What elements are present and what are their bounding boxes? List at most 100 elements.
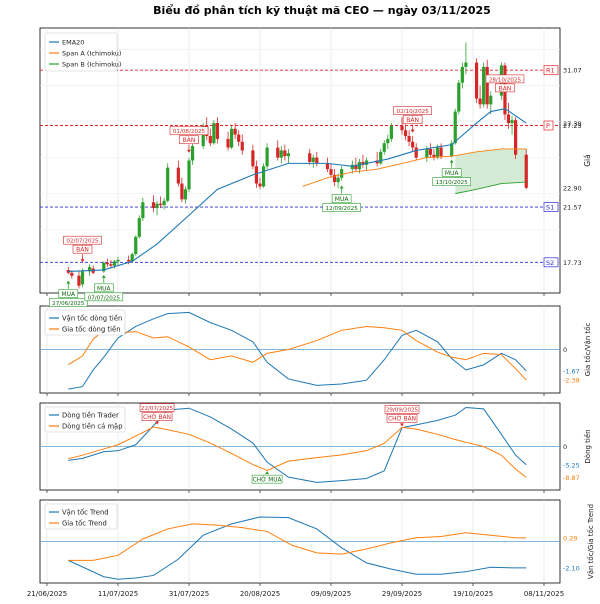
x-tick-label: 31/07/2025	[169, 590, 209, 598]
candle-body	[134, 236, 138, 255]
zero-label: 0	[563, 443, 567, 451]
candle-body	[460, 66, 464, 83]
price-legend-box	[44, 32, 118, 72]
sell-signal-arrowhead	[80, 259, 85, 263]
candle-body	[439, 147, 443, 157]
span-b-line	[455, 181, 527, 195]
candle-body	[116, 259, 120, 262]
candle-body	[88, 267, 92, 272]
candle-body	[464, 62, 468, 67]
legend-entry: Gia tốc Trend	[62, 520, 107, 528]
candle-body	[407, 136, 411, 142]
candle-body	[251, 150, 255, 167]
candle-body	[183, 189, 188, 200]
candle-body	[474, 62, 479, 99]
level-tag-P	[543, 120, 554, 131]
sell-signal-label: BÁN	[76, 247, 89, 254]
sell-signal-arrowhead	[502, 97, 507, 101]
candle-body	[80, 271, 85, 285]
buy-signal-box	[331, 194, 352, 203]
candle-body	[226, 138, 230, 148]
sell-signal-date: 22/07/2025	[141, 406, 174, 412]
series-line-2	[68, 426, 527, 478]
candle-body	[361, 161, 365, 165]
last-value-label: -5.25	[563, 461, 580, 469]
candle-body	[357, 161, 361, 170]
sell-signal-label: CHỜ BÁN	[143, 414, 171, 421]
panel-axis-label: Dòng tiền	[584, 429, 592, 463]
candle-body	[151, 202, 156, 209]
last-value-label: -1.67	[563, 367, 580, 375]
buy-signal-box	[441, 168, 462, 177]
buy-signal-date-box	[84, 292, 124, 302]
level-tag-text-S2: S2	[546, 259, 554, 267]
candle-body	[283, 150, 287, 157]
level-tag-S2	[543, 257, 559, 268]
legend-box	[44, 503, 118, 530]
legend-box	[44, 406, 126, 433]
candle-body	[386, 138, 390, 144]
sell-signal-date-box	[63, 235, 102, 245]
candle-body	[230, 128, 234, 148]
level-value-label: 21.57	[563, 204, 582, 212]
candle-body	[215, 123, 219, 139]
candle-body	[162, 200, 166, 206]
legend-entry: Dòng tiền Trader	[62, 412, 119, 420]
candle-body	[432, 154, 436, 158]
candle-body	[403, 130, 408, 137]
level-tag-text-R1: R1	[546, 67, 555, 75]
last-value-label: -2.10	[563, 564, 580, 572]
candle-body	[308, 153, 312, 162]
level-value-label: 17.73	[563, 259, 582, 267]
last-value-label: 0.29	[563, 534, 577, 542]
panel-axis-label: Vận tốc/Gia tốc Trend	[587, 504, 595, 579]
candle-body	[127, 259, 131, 262]
panel-axis-label: Gia tốc/Vận tốc	[584, 322, 592, 376]
buy-signal-arrowhead	[339, 185, 344, 189]
candle-body	[66, 269, 70, 273]
candle-body	[506, 114, 511, 124]
buy-signal-date-box	[432, 177, 472, 186]
candle-body	[482, 66, 486, 105]
candle-body	[233, 128, 237, 135]
x-tick-label: 11/07/2025	[98, 590, 138, 598]
series-line-1	[68, 516, 527, 580]
sell-signal-box	[72, 244, 93, 254]
candle-body	[141, 202, 145, 219]
sell-signal-label: BÁN	[499, 85, 512, 92]
sell-signal-box	[141, 412, 173, 421]
candle-body	[354, 164, 358, 170]
candle-body	[190, 146, 195, 161]
zero-label: 0	[563, 346, 567, 354]
candle-body	[350, 164, 354, 170]
buy-signal-label: MUA	[445, 170, 460, 177]
sell-signal-box	[179, 135, 199, 145]
buy-signal-label: MUA	[97, 285, 112, 292]
candle-body	[112, 261, 117, 266]
buy-signal-box	[58, 289, 79, 298]
candle-body	[428, 148, 432, 155]
buy-signal-date: 13/10/2025	[436, 180, 469, 186]
level-tag-text-S1: S1	[546, 204, 554, 212]
sell-signal-date: 02/10/2025	[397, 109, 430, 115]
ichimoku-cloud	[455, 148, 527, 194]
candle-body	[329, 169, 333, 175]
buy-signal-box	[251, 474, 283, 484]
buy-signal-label: MUA	[61, 291, 76, 298]
legend-entry: Vận tốc dòng tiền	[62, 315, 122, 323]
sell-signal-box	[495, 83, 515, 93]
sell-signal-arrowhead	[155, 421, 160, 425]
level-value-label: 27.23	[563, 122, 582, 130]
series-line-1	[68, 407, 527, 483]
candle-body	[286, 153, 290, 157]
buy-signal-arrowhead	[101, 274, 106, 278]
candle-body	[364, 160, 369, 165]
legend-box	[44, 309, 126, 336]
sell-signal-arrowhead	[410, 129, 415, 133]
candle-body	[279, 150, 283, 158]
candle-body	[457, 82, 461, 112]
buy-signal-date: 07/07/2025	[88, 295, 121, 301]
candle-body	[240, 141, 244, 151]
candle-body	[237, 134, 241, 142]
